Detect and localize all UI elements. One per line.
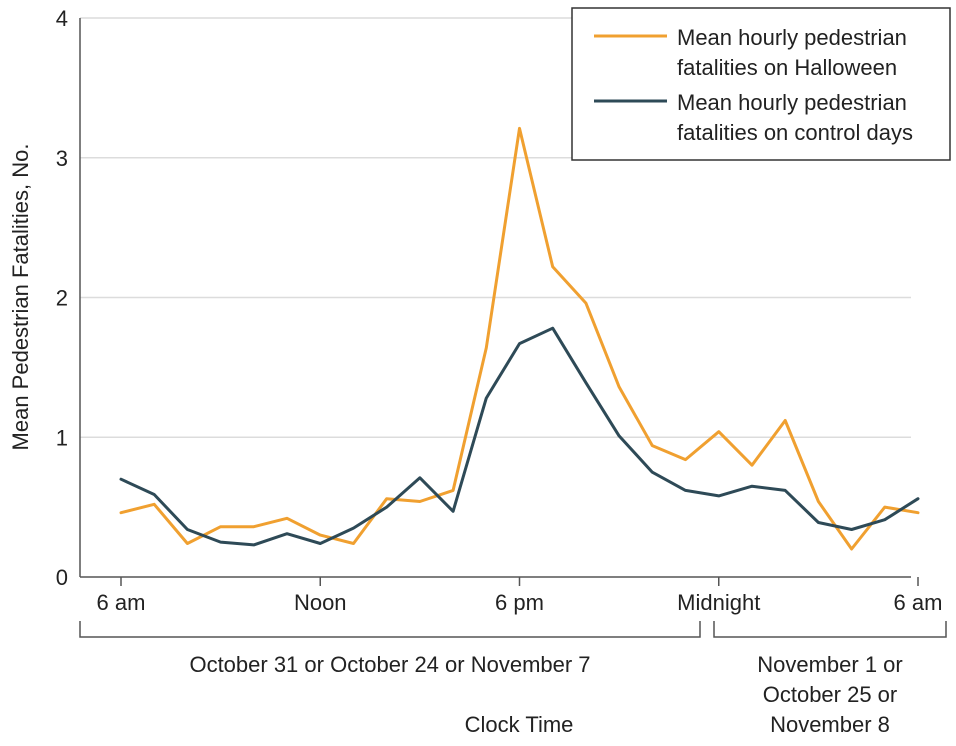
y-tick-label: 3 <box>56 146 68 171</box>
day-group-2-label-line-3: November 8 <box>770 712 890 737</box>
y-tick-label: 0 <box>56 565 68 590</box>
legend-halloween-line-1: Mean hourly pedestrian <box>677 25 907 50</box>
day-group-1-label: October 31 or October 24 or November 7 <box>189 652 590 677</box>
x-tick-label: 6 am <box>894 590 943 615</box>
series-line-halloween <box>119 126 920 551</box>
legend-halloween-line-2: fatalities on Halloween <box>677 55 897 80</box>
series-lines <box>119 126 920 551</box>
x-tick-label: 6 pm <box>495 590 544 615</box>
legend-control-line-1: Mean hourly pedestrian <box>677 90 907 115</box>
series-line-control <box>119 326 920 547</box>
x-axis-label: Clock Time <box>465 712 574 737</box>
y-tick-label: 4 <box>56 6 68 31</box>
legend: Mean hourly pedestrian fatalities on Hal… <box>571 7 951 161</box>
x-tick-label: Noon <box>294 590 347 615</box>
y-tick-labels: 0 1 2 3 4 <box>56 6 68 590</box>
day-group-2-label-line-2: October 25 or <box>763 682 898 707</box>
y-tick-label: 2 <box>56 286 68 311</box>
bracket-day-two <box>713 621 947 638</box>
x-tick-label: 6 am <box>97 590 146 615</box>
legend-box <box>571 7 951 161</box>
x-tick-labels: 6 am Noon 6 pm Midnight 6 am <box>97 577 943 615</box>
y-axis-label: Mean Pedestrian Fatalities, No. <box>8 144 33 451</box>
bracket-day-one <box>79 621 701 638</box>
legend-control-line-2: fatalities on control days <box>677 120 913 145</box>
x-tick-label: Midnight <box>677 590 760 615</box>
day-group-2-label-line-1: November 1 or <box>757 652 903 677</box>
y-tick-label: 1 <box>56 425 68 450</box>
